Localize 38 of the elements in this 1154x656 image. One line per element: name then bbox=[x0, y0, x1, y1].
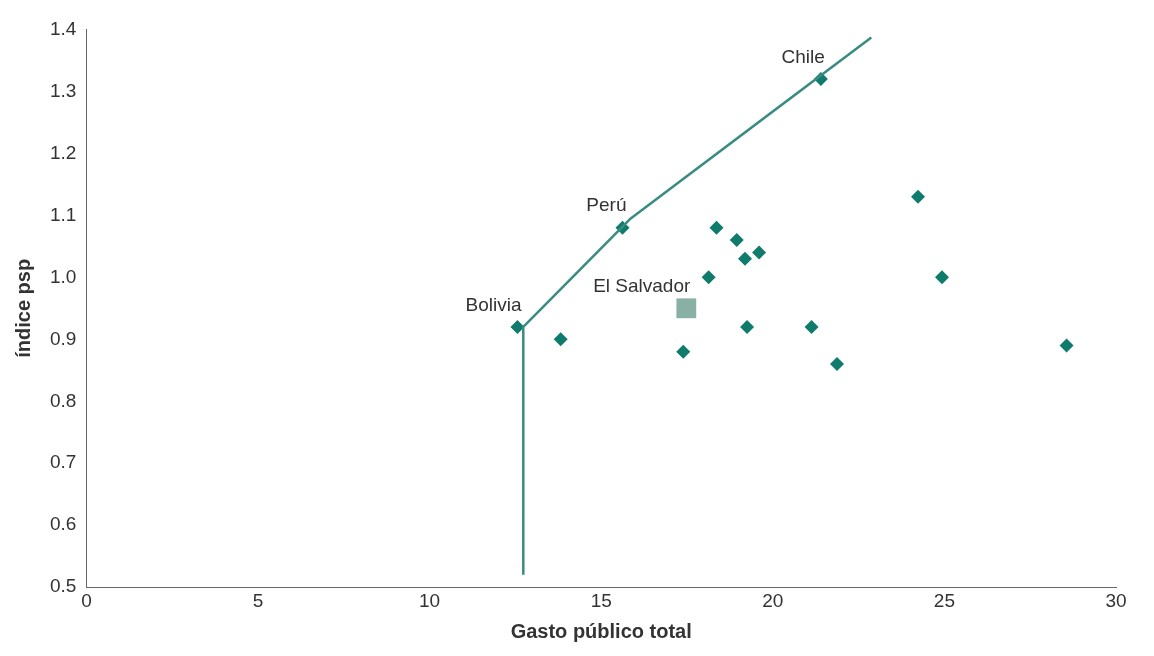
y-tick-label: 0.9 bbox=[49, 327, 77, 349]
annotation: Bolivia bbox=[465, 293, 522, 315]
point bbox=[740, 319, 755, 334]
x-axis-title: Gasto público total bbox=[510, 619, 692, 642]
x-tick-label: 0 bbox=[81, 589, 92, 611]
point bbox=[510, 319, 525, 334]
annotation: Perú bbox=[586, 194, 627, 216]
point bbox=[935, 270, 949, 285]
point bbox=[676, 344, 691, 359]
annotation: Chile bbox=[781, 45, 825, 67]
point bbox=[804, 319, 819, 334]
point bbox=[729, 233, 744, 248]
point bbox=[910, 189, 925, 204]
point bbox=[738, 251, 753, 266]
point bbox=[1059, 338, 1074, 353]
point bbox=[752, 245, 767, 260]
y-axis-title: índice psp bbox=[11, 258, 34, 358]
y-tick-label: 1.2 bbox=[49, 141, 77, 163]
point bbox=[829, 357, 844, 372]
point bbox=[701, 270, 716, 285]
point bbox=[676, 298, 697, 319]
point bbox=[709, 220, 724, 235]
x-tick-label: 25 bbox=[933, 589, 955, 611]
x-tick-label: 15 bbox=[590, 589, 612, 611]
x-tick-label: 20 bbox=[762, 589, 784, 611]
y-tick-label: 1.4 bbox=[49, 17, 77, 39]
y-tick-label: 1.0 bbox=[49, 265, 77, 287]
x-tick-label: 10 bbox=[419, 589, 441, 611]
y-tick-label: 1.1 bbox=[49, 203, 77, 225]
annotation: El Salvador bbox=[593, 275, 691, 297]
point bbox=[553, 332, 568, 347]
x-tick-label: 30 bbox=[1105, 589, 1127, 611]
y-tick-label: 0.7 bbox=[49, 451, 77, 473]
y-tick-label: 1.3 bbox=[49, 79, 77, 101]
y-tick-label: 0.5 bbox=[49, 575, 77, 597]
y-tick-label: 0.6 bbox=[49, 513, 77, 535]
y-tick-label: 0.8 bbox=[49, 389, 77, 411]
x-tick-label: 5 bbox=[252, 589, 264, 611]
